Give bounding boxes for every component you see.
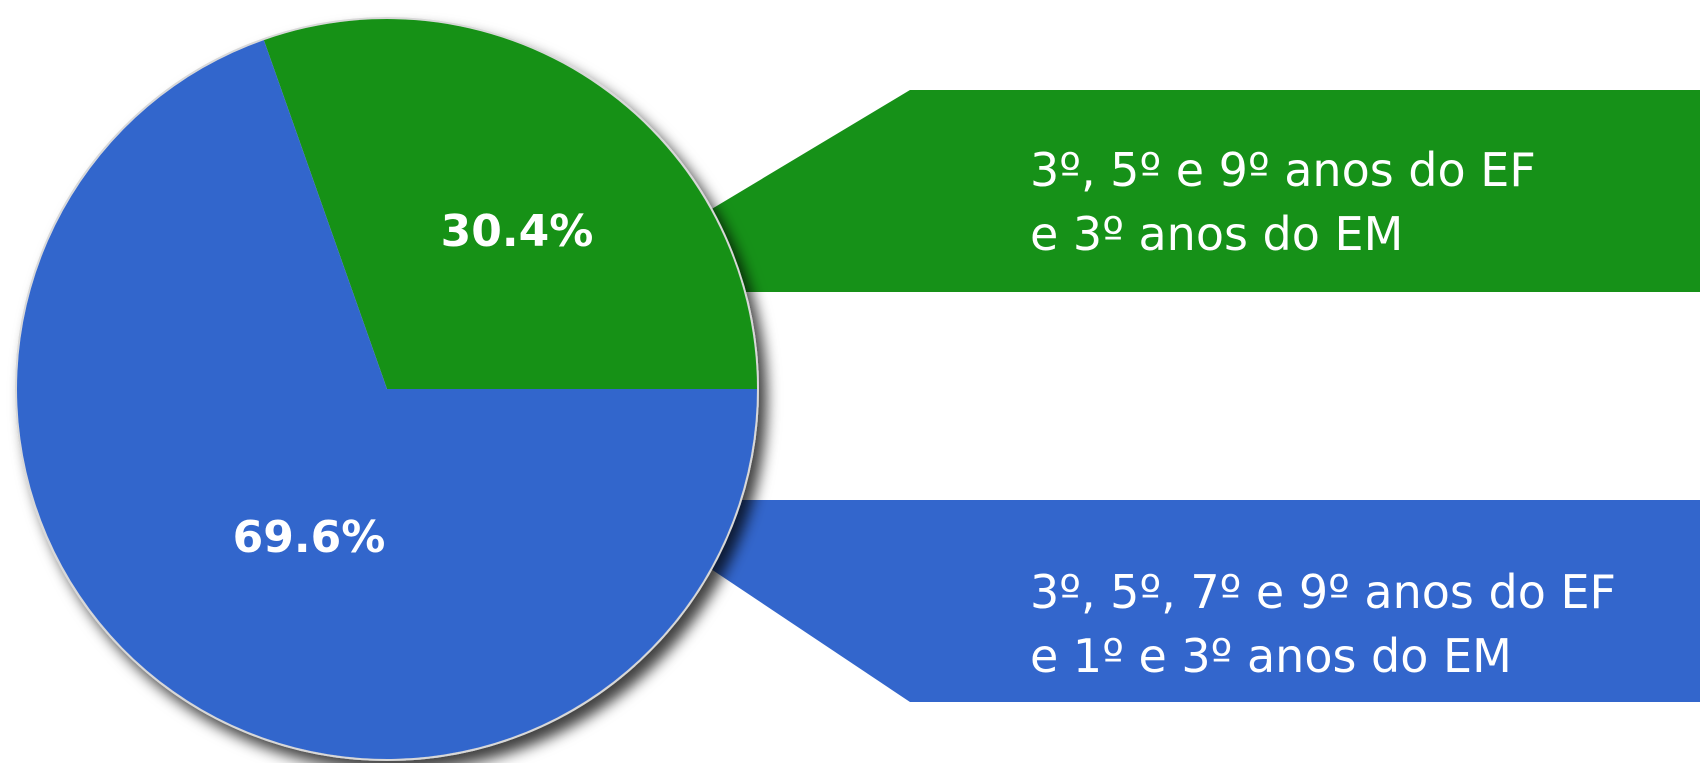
legend-label-green-line-2: e 3º anos do EM (1030, 207, 1403, 261)
callout-banner-blue (690, 500, 1700, 702)
slice-label-green: 30.4% (441, 206, 594, 257)
legend-label-blue-line-1: 3º, 5º, 7º e 9º anos do EF (1030, 565, 1616, 619)
pie-rim (15, 17, 759, 761)
pie-slice-green (263, 18, 757, 389)
pie-slice-blue (17, 40, 758, 759)
callout-banner-green (690, 90, 1700, 292)
pie (15, 17, 759, 761)
legend-label-green-line-1: 3º, 5º e 9º anos do EF (1030, 143, 1536, 197)
slice-label-blue: 69.6% (233, 512, 386, 563)
legend-label-blue-line-2: e 1º e 3º anos do EM (1030, 629, 1512, 683)
